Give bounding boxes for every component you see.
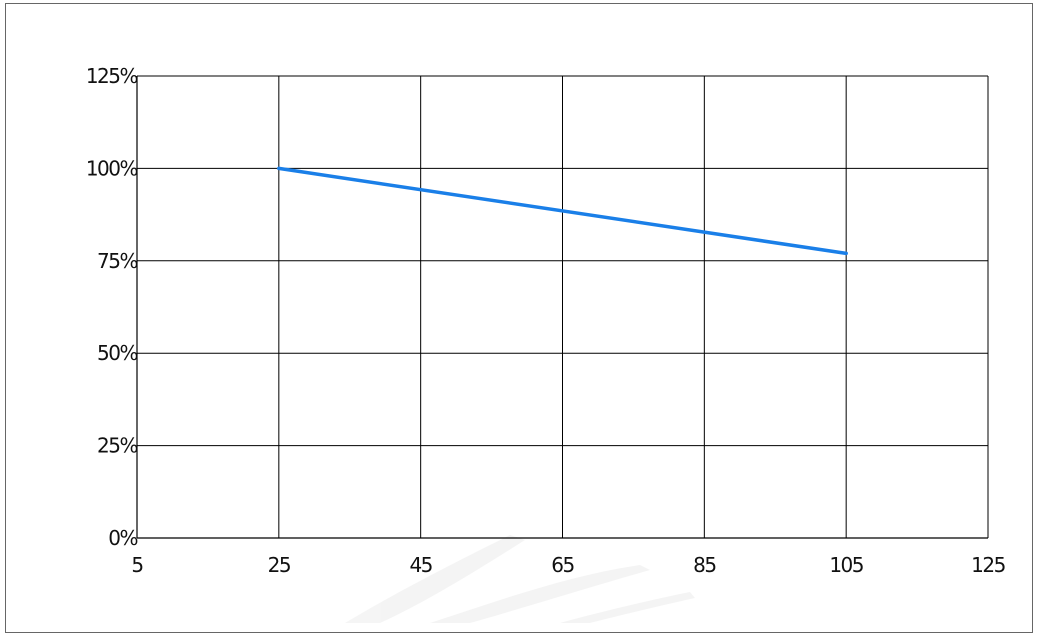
x-tick-label: 5 — [131, 553, 142, 577]
x-tick-label: 45 — [409, 553, 431, 577]
y-tick-label: 0% — [108, 526, 137, 550]
x-tick-label: 105 — [829, 553, 863, 577]
y-tick-label: 50% — [97, 341, 137, 365]
x-tick-label: 85 — [693, 553, 715, 577]
x-tick-label: 125 — [971, 553, 1005, 577]
watermark — [345, 535, 695, 623]
series-point-0-1 — [844, 251, 848, 255]
y-tick-labels: 0% 25% 50% 75% 100% 125% — [86, 64, 139, 550]
series — [277, 166, 848, 256]
y-tick-label: 75% — [97, 249, 137, 273]
grid — [137, 75, 989, 538]
y-tick-label: 25% — [97, 434, 137, 458]
series-line-0 — [277, 166, 848, 256]
y-tick-label: 100% — [86, 156, 138, 180]
x-tick-labels: 5 25 45 65 85 105 125 — [131, 553, 1006, 577]
axes — [136, 76, 988, 539]
x-tick-label: 65 — [551, 553, 573, 577]
y-tick-label: 125% — [86, 64, 138, 88]
x-tick-label: 25 — [268, 553, 290, 577]
series-point-0-0 — [277, 166, 281, 170]
